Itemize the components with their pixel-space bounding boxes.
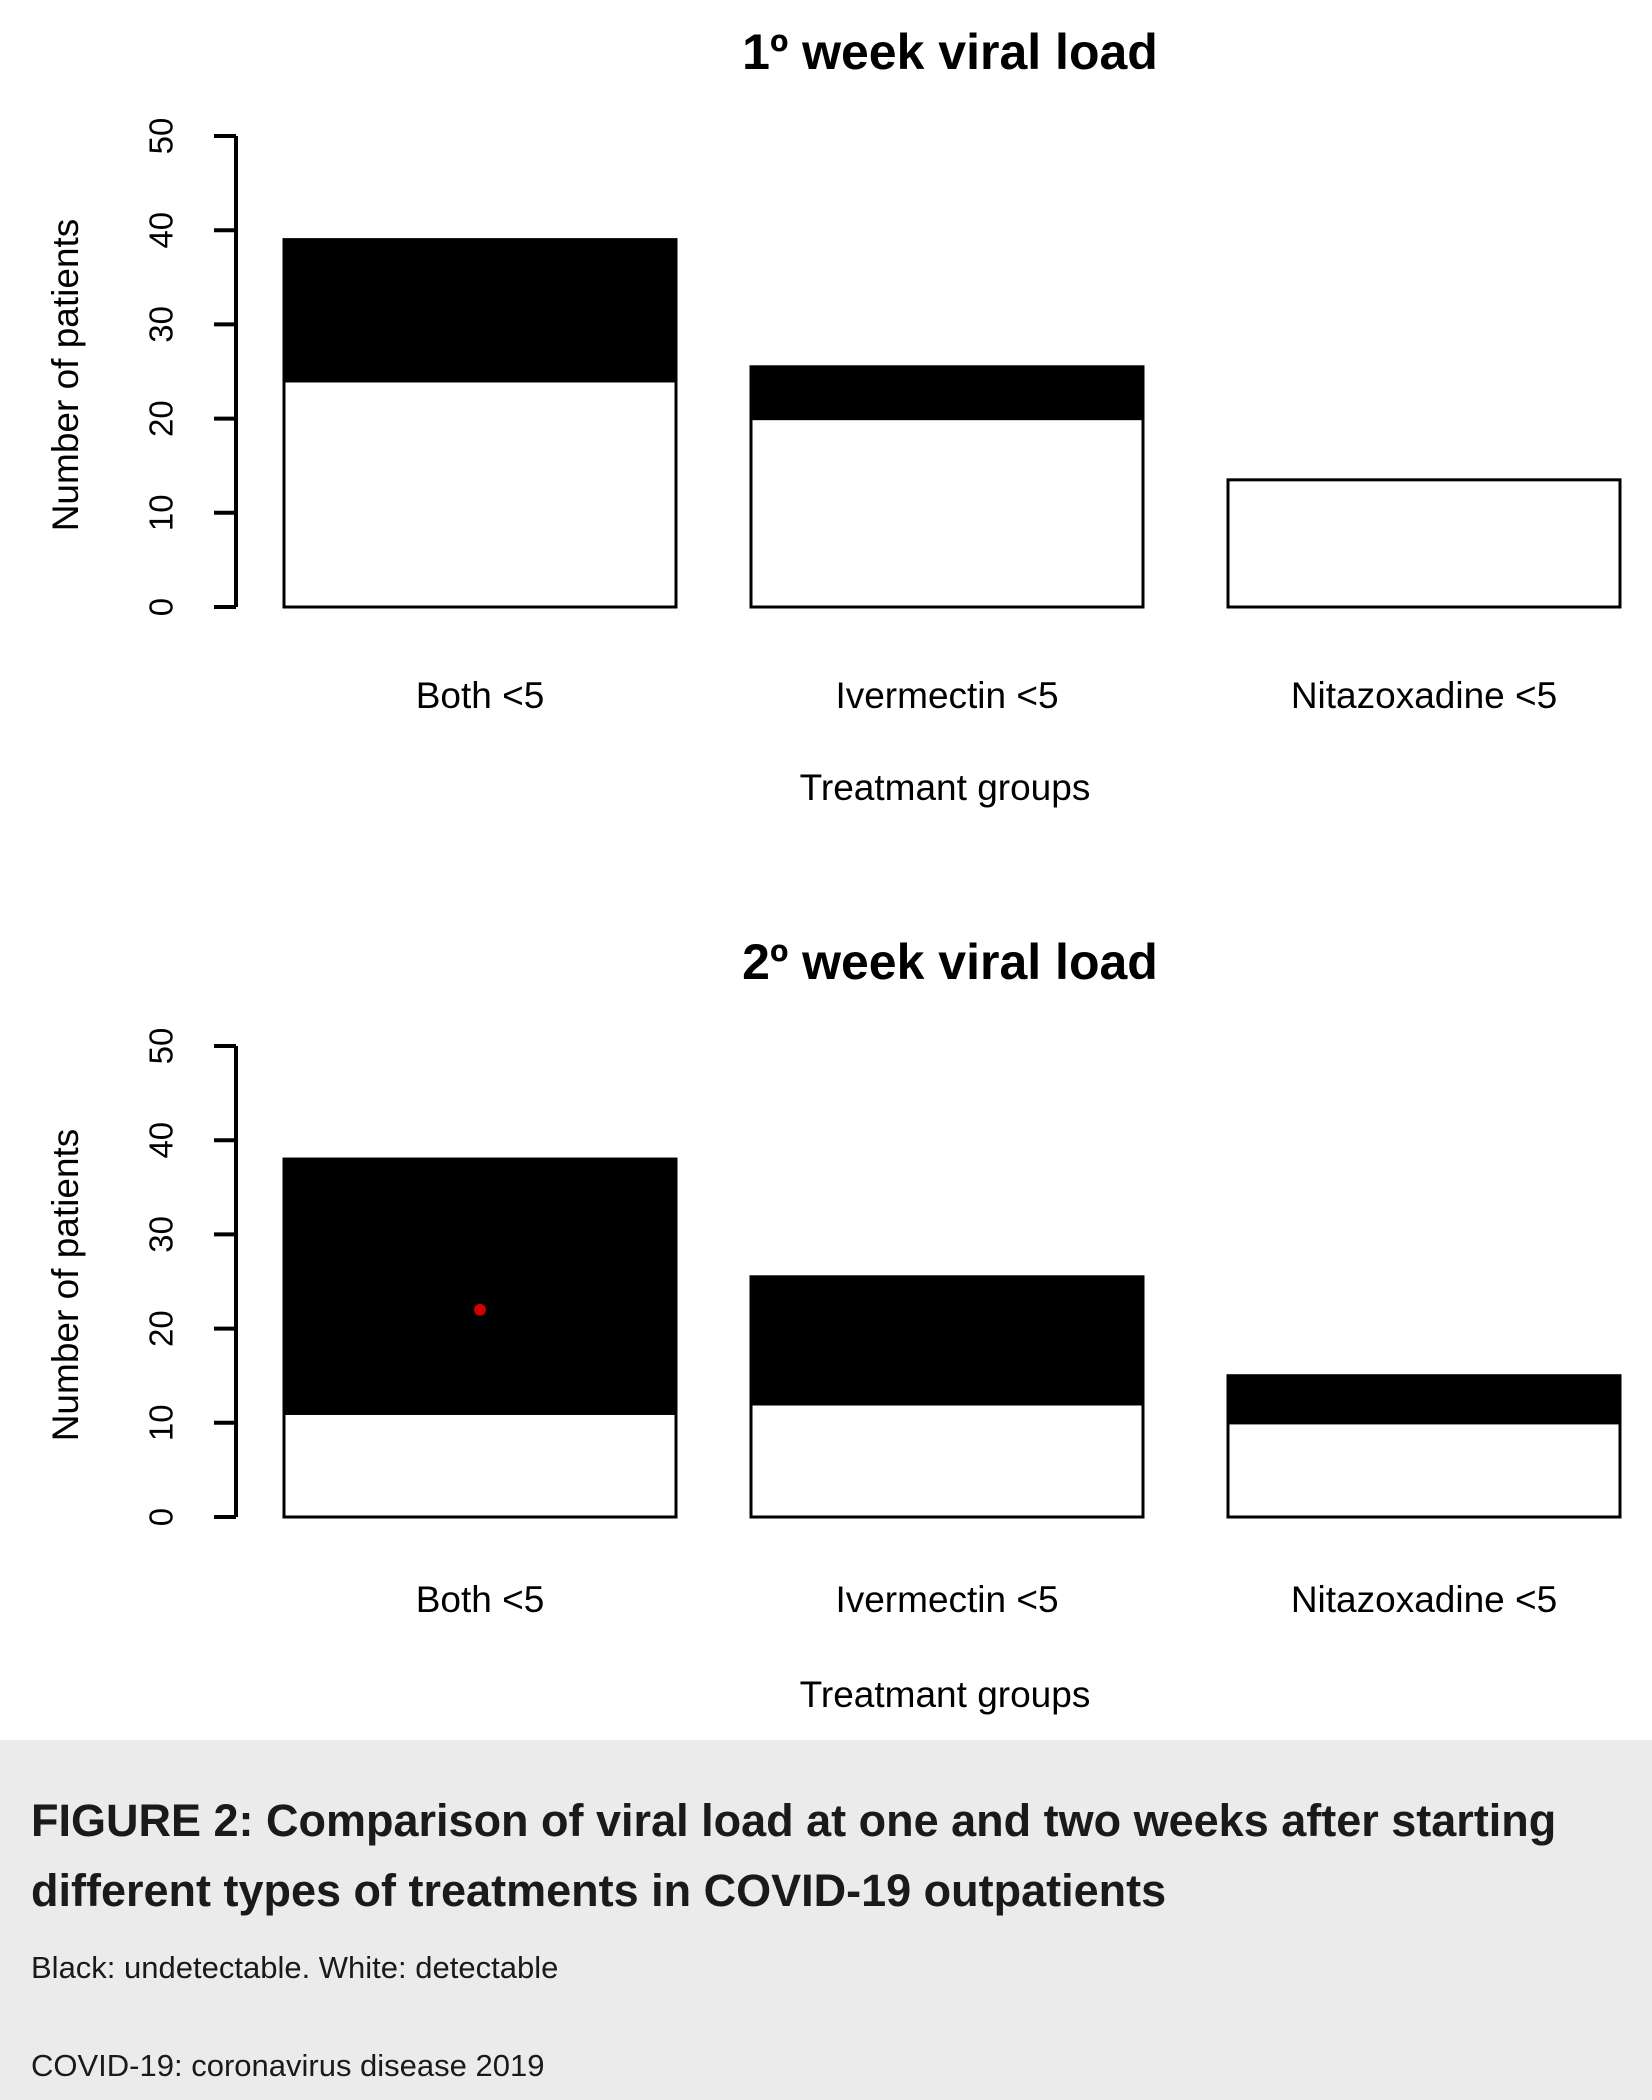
y-axis-label: Number of patients	[45, 1129, 86, 1442]
category-label: Ivermectin <5	[835, 675, 1058, 716]
category-label: Nitazoxadine <5	[1291, 1579, 1557, 1620]
x-axis-label: Treatmant groups	[800, 767, 1091, 808]
figure-charts: 1º week viral load 0 10 20 30 40 50 Number of p…	[45, 24, 1622, 1715]
y-tick-label: 20	[143, 1310, 180, 1347]
y-tick-label: 40	[143, 212, 180, 249]
y-tick-label: 0	[143, 598, 180, 616]
caption-abbreviation-note: COVID-19: coronavirus disease 2019	[31, 2048, 545, 2083]
caption-legend-note: Black: undetectable. White: detectable	[31, 1950, 559, 1985]
x-axis-label: Treatmant groups	[800, 1674, 1091, 1715]
category-label: Nitazoxadine <5	[1291, 675, 1557, 716]
y-tick-label: 20	[143, 400, 180, 437]
y-tick-label: 30	[143, 306, 180, 343]
bar-segment-undetectable	[282, 1157, 678, 1415]
red-marker-point	[474, 1303, 486, 1316]
chart-title: 1º week viral load	[742, 24, 1158, 80]
y-tick-label: 0	[143, 1508, 180, 1526]
category-label: Both <5	[416, 1579, 545, 1620]
y-tick-label: 50	[143, 1028, 180, 1065]
y-tick-label: 10	[143, 494, 180, 531]
bar-segment-detectable	[749, 417, 1145, 609]
bar-segment-detectable	[1226, 1421, 1622, 1519]
bar-segment-undetectable	[282, 238, 678, 383]
chart-title: 2º week viral load	[742, 934, 1158, 990]
caption-panel: FIGURE 2: Comparison of viral load at on…	[0, 1740, 1652, 2100]
category-label: Both <5	[416, 675, 545, 716]
y-tick-label: 10	[143, 1404, 180, 1441]
bar-segment-detectable	[282, 1411, 678, 1519]
bar-segment-detectable	[749, 1402, 1145, 1519]
bar-segment-detectable	[282, 379, 678, 609]
y-axis-label: Number of patients	[45, 219, 86, 532]
category-label: Ivermectin <5	[835, 1579, 1058, 1620]
charts-svg: 1º week viral load 0 10 20 30 40 50 Number of p…	[45, 24, 1622, 1715]
y-tick-label: 50	[143, 118, 180, 155]
bar-segment-undetectable	[749, 1275, 1145, 1406]
figure-caption-title: FIGURE 2: Comparison of viral load at on…	[31, 1795, 1557, 1916]
y-tick-label: 40	[143, 1122, 180, 1159]
bar-segment-detectable	[1226, 478, 1622, 609]
bar-segment-undetectable	[749, 365, 1145, 421]
bar-segment-undetectable	[1226, 1374, 1622, 1425]
y-tick-label: 30	[143, 1216, 180, 1253]
